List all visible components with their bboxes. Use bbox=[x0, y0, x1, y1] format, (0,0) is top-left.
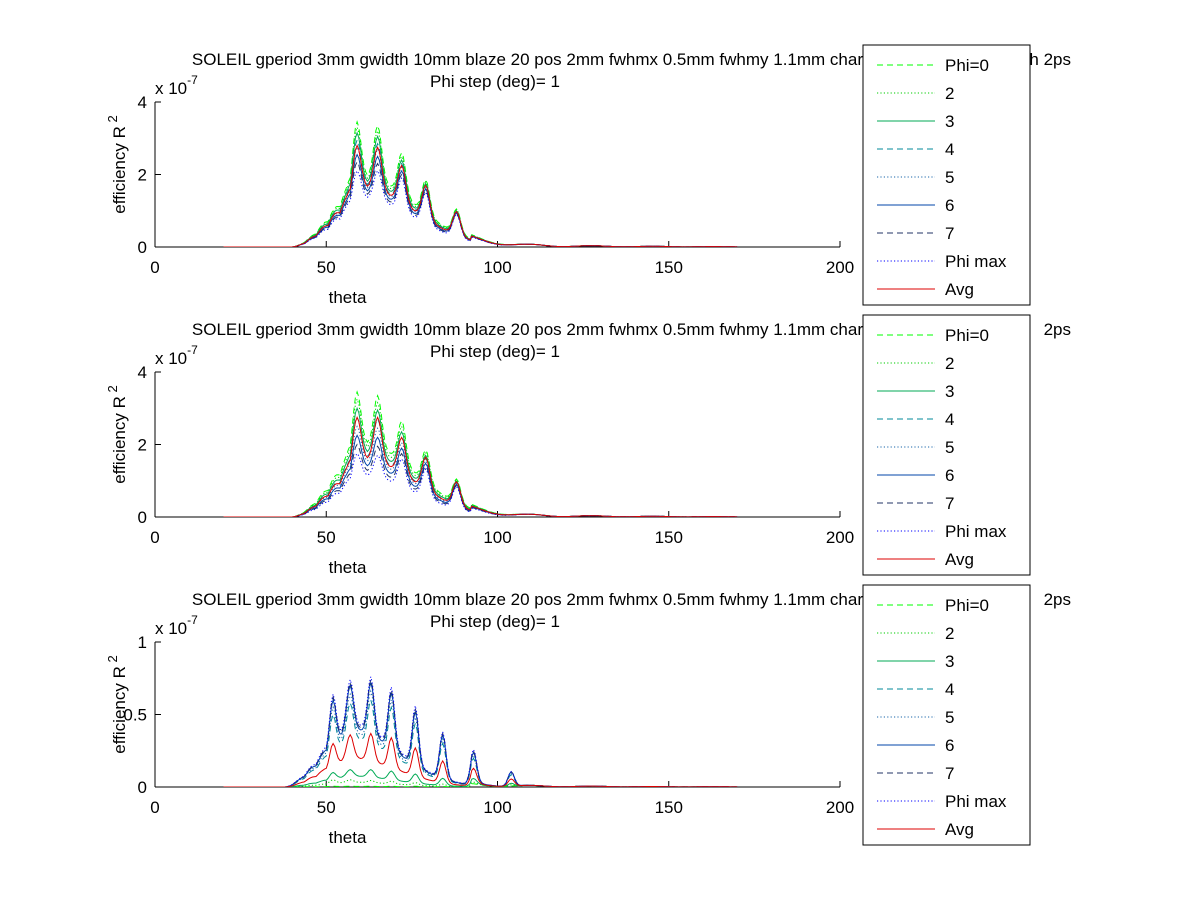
legend-label: Avg bbox=[945, 280, 974, 299]
series-line-avg bbox=[223, 732, 738, 787]
legend-label: Avg bbox=[945, 820, 974, 839]
legend-label: 7 bbox=[945, 224, 954, 243]
x-tick-label: 0 bbox=[150, 798, 159, 817]
legend-label: Phi=0 bbox=[945, 56, 989, 75]
legend-label: 7 bbox=[945, 764, 954, 783]
chart-subtitle: Phi step (deg)= 1 bbox=[430, 72, 560, 91]
y-exponent-power: -7 bbox=[187, 613, 198, 627]
x-tick-label: 50 bbox=[317, 798, 336, 817]
x-tick-label: 100 bbox=[483, 798, 511, 817]
legend-box bbox=[862, 584, 1031, 846]
chart-subtitle: Phi step (deg)= 1 bbox=[430, 342, 560, 361]
series-line-avg bbox=[223, 415, 738, 517]
y-axis-label: efficiency R 2 bbox=[105, 655, 129, 753]
legend-label: 4 bbox=[945, 410, 954, 429]
legend-label: 3 bbox=[945, 112, 954, 131]
y-axis-label-power: 2 bbox=[105, 655, 120, 666]
x-tick-label: 150 bbox=[655, 798, 683, 817]
y-exponent-label: x 10-7 bbox=[155, 613, 198, 638]
chart-title-tail: 2ps bbox=[1044, 320, 1071, 339]
y-axis-label-power: 2 bbox=[105, 385, 120, 396]
chart-panel-2: 0 50 100 150 200 0 2 4 x 10-7 theta efficiency R 2… bbox=[105, 314, 1071, 577]
legend-label: 3 bbox=[945, 382, 954, 401]
y-tick-label: 1 bbox=[138, 633, 147, 652]
legend: Phi=0 2 3 4 5 6 7 Phi max Avg bbox=[862, 44, 1031, 306]
legend: Phi=0 2 3 4 5 6 7 Phi max Avg bbox=[862, 314, 1031, 576]
y-axis-label-text: efficiency R bbox=[110, 396, 129, 484]
plot-area bbox=[155, 642, 840, 787]
legend-label: Phi max bbox=[945, 522, 1007, 541]
chart-panel-3: 0 50 100 150 200 0 0.5 1 x 10-7 theta efficiency R… bbox=[105, 584, 1071, 847]
y-exponent-label: x 10-7 bbox=[155, 73, 198, 98]
chart-title-tail: h 2ps bbox=[1029, 50, 1071, 69]
x-tick-label: 0 bbox=[150, 528, 159, 547]
y-tick-label: 2 bbox=[138, 436, 147, 455]
legend-label: Phi=0 bbox=[945, 326, 989, 345]
legend-label: 4 bbox=[945, 140, 954, 159]
y-axis-label-power: 2 bbox=[105, 115, 120, 126]
y-axis-label-text: efficiency R bbox=[110, 126, 129, 214]
legend-label: 6 bbox=[945, 196, 954, 215]
legend-box bbox=[862, 44, 1031, 306]
y-exponent-base: x 10 bbox=[155, 349, 187, 368]
x-tick-label: 200 bbox=[826, 258, 854, 277]
y-axis-label: efficiency R 2 bbox=[105, 115, 129, 213]
legend-label: Phi=0 bbox=[945, 596, 989, 615]
x-tick-label: 200 bbox=[826, 528, 854, 547]
y-exponent-power: -7 bbox=[187, 343, 198, 357]
x-tick-label: 50 bbox=[317, 258, 336, 277]
legend-box bbox=[862, 314, 1031, 576]
x-axis-label: theta bbox=[329, 558, 367, 577]
series-line-avg bbox=[223, 144, 738, 247]
legend-label: 5 bbox=[945, 438, 954, 457]
x-tick-label: 200 bbox=[826, 798, 854, 817]
legend-label: 4 bbox=[945, 680, 954, 699]
y-exponent-base: x 10 bbox=[155, 79, 187, 98]
y-axis-label: efficiency R 2 bbox=[105, 385, 129, 483]
x-tick-label: 150 bbox=[655, 528, 683, 547]
legend-label: 6 bbox=[945, 466, 954, 485]
plot-area bbox=[155, 372, 840, 517]
legend-label: 7 bbox=[945, 494, 954, 513]
legend-label: 6 bbox=[945, 736, 954, 755]
y-tick-label: 0 bbox=[138, 778, 147, 797]
x-tick-label: 100 bbox=[483, 528, 511, 547]
x-axis-label: theta bbox=[329, 828, 367, 847]
legend-label: Avg bbox=[945, 550, 974, 569]
legend-label: 2 bbox=[945, 624, 954, 643]
y-tick-label: 0 bbox=[138, 238, 147, 257]
chart-title-tail: 2ps bbox=[1044, 590, 1071, 609]
chart-title: SOLEIL gperiod 3mm gwidth 10mm blaze 20 … bbox=[192, 320, 896, 339]
y-tick-label: 4 bbox=[138, 363, 147, 382]
x-tick-label: 100 bbox=[483, 258, 511, 277]
y-exponent-power: -7 bbox=[187, 73, 198, 87]
y-exponent-base: x 10 bbox=[155, 619, 187, 638]
x-axis-label: theta bbox=[329, 288, 367, 307]
y-axis-label-text: efficiency R bbox=[110, 666, 129, 754]
legend: Phi=0 2 3 4 5 6 7 Phi max Avg bbox=[862, 584, 1031, 846]
legend-label: 2 bbox=[945, 354, 954, 373]
legend-label: 5 bbox=[945, 708, 954, 727]
chart-panel-1: 0 50 100 150 200 0 2 4 x 10-7 theta efficiency R 2… bbox=[105, 44, 1071, 307]
legend-label: 2 bbox=[945, 84, 954, 103]
y-exponent-label: x 10-7 bbox=[155, 343, 198, 368]
legend-label: Phi max bbox=[945, 792, 1007, 811]
x-tick-label: 50 bbox=[317, 528, 336, 547]
legend-label: 5 bbox=[945, 168, 954, 187]
chart-title: SOLEIL gperiod 3mm gwidth 10mm blaze 20 … bbox=[192, 50, 896, 69]
chart-title: SOLEIL gperiod 3mm gwidth 10mm blaze 20 … bbox=[192, 590, 896, 609]
y-tick-label: 0 bbox=[138, 508, 147, 527]
legend-label: 3 bbox=[945, 652, 954, 671]
y-tick-label: 0.5 bbox=[123, 706, 147, 725]
chart-subtitle: Phi step (deg)= 1 bbox=[430, 612, 560, 631]
x-tick-label: 0 bbox=[150, 258, 159, 277]
y-tick-label: 4 bbox=[138, 93, 147, 112]
y-tick-label: 2 bbox=[138, 166, 147, 185]
plot-area bbox=[155, 102, 840, 247]
series-line-phi-max bbox=[223, 676, 738, 787]
legend-label: Phi max bbox=[945, 252, 1007, 271]
x-tick-label: 150 bbox=[655, 258, 683, 277]
